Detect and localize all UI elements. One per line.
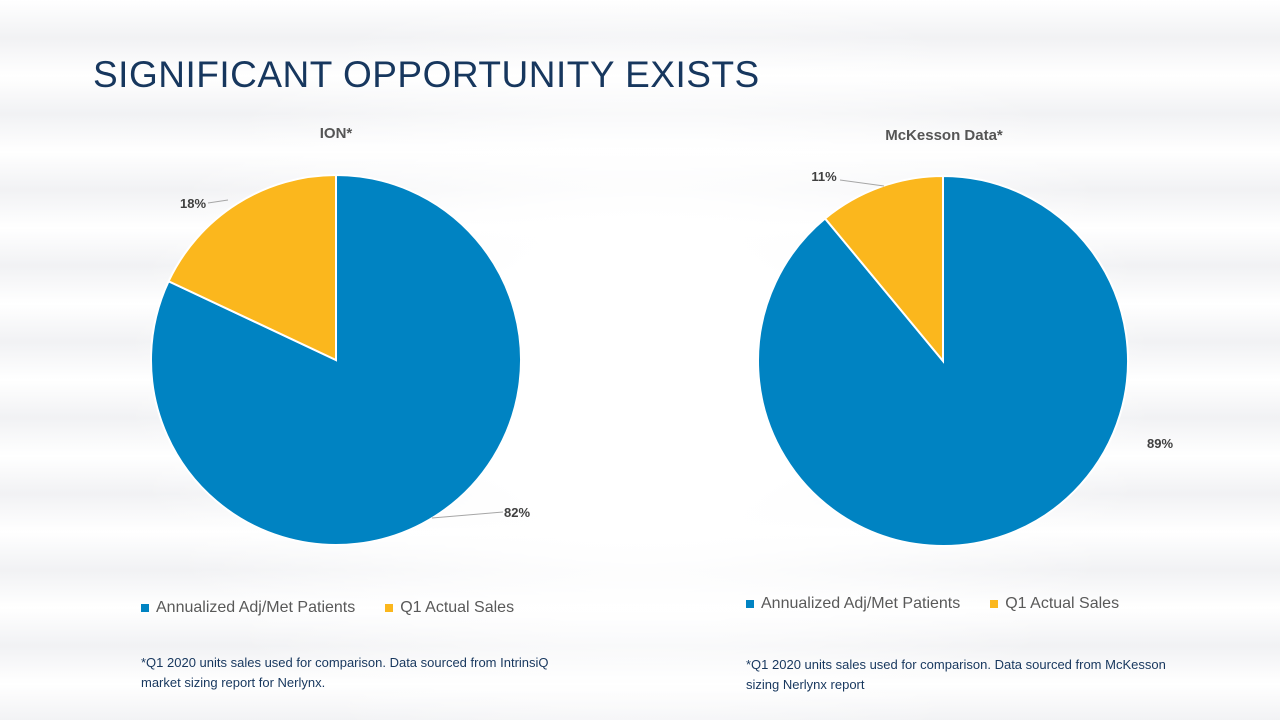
slice-q1 xyxy=(167,173,337,362)
legend-label-q1: Q1 Actual Sales xyxy=(400,599,515,616)
data-label-q1: 18% xyxy=(180,196,206,211)
chart-title-ion: ION* xyxy=(319,125,353,142)
legend-item-q1: Q1 Actual Sales xyxy=(990,595,1119,613)
legend-swatch-q1 xyxy=(990,600,999,608)
legend-item-annualized: Annualized Adj/Met Patients xyxy=(746,595,960,613)
legend-label-q1: Q1 Actual Sales xyxy=(1005,595,1120,612)
data-label-annualized: 82% xyxy=(504,505,530,520)
chart-title-mckesson: McKesson Data* xyxy=(885,127,1003,144)
legend-mckesson: Annualized Adj/Met Patients Q1 Actual Sa… xyxy=(746,595,1119,613)
legend-ion: Annualized Adj/Met Patients Q1 Actual Sa… xyxy=(141,599,514,617)
data-label-annualized: 89% xyxy=(1147,436,1173,451)
legend-label-annualized: Annualized Adj/Met Patients xyxy=(156,599,356,616)
legend-item-annualized: Annualized Adj/Met Patients xyxy=(141,599,355,617)
footnote-mckesson: *Q1 2020 units sales used for comparison… xyxy=(746,657,1166,692)
legend-swatch-annualized xyxy=(141,604,149,612)
leader-line xyxy=(431,511,504,519)
slide-title: SIGNIFICANT OPPORTUNITY EXISTS xyxy=(93,54,760,95)
footnote-ion: *Q1 2020 units sales used for comparison… xyxy=(141,655,549,690)
leader-line xyxy=(207,199,229,204)
legend-swatch-annualized xyxy=(746,600,754,608)
data-label-q1: 11% xyxy=(811,169,837,184)
legend-item-q1: Q1 Actual Sales xyxy=(385,599,514,617)
leader-line xyxy=(839,179,885,187)
legend-label-annualized: Annualized Adj/Met Patients xyxy=(761,595,961,612)
slice-q1 xyxy=(823,174,944,364)
legend-swatch-q1 xyxy=(385,604,394,612)
